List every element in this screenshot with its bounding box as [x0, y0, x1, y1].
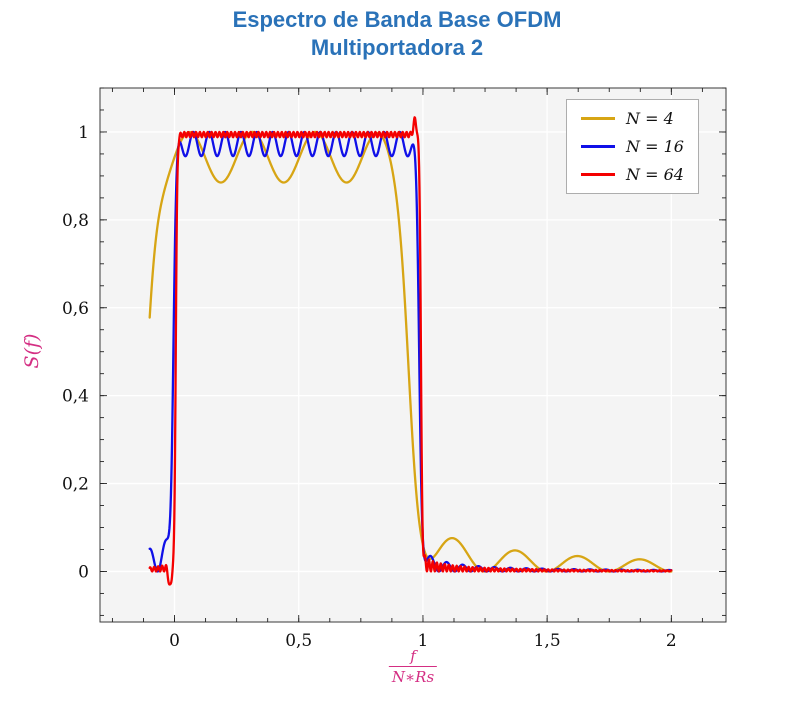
x-axis-label-denominator: N∗Rs	[388, 665, 438, 687]
y-tick-label: 1	[78, 123, 89, 143]
y-tick-label: 0,2	[62, 475, 89, 495]
grid	[100, 88, 726, 622]
legend-label-n16: N = 16	[626, 137, 684, 156]
y-tick-label: 0,6	[62, 299, 89, 319]
legend-line-sample-n4	[581, 117, 615, 120]
legend: N = 4 N = 16 N = 64	[566, 99, 699, 194]
legend-item-n64: N = 64	[581, 165, 684, 184]
x-axis-label-numerator: f	[410, 647, 416, 665]
x-tick-label: 0	[169, 631, 180, 651]
axis-ticks	[100, 87, 726, 622]
legend-label-n64: N = 64	[626, 165, 684, 184]
tick-labels: 0 0,5 1 1,5 2 0 0,2 0,4 0,6 0,8 1	[62, 123, 677, 651]
legend-item-n16: N = 16	[581, 137, 684, 156]
legend-line-sample-n64	[581, 173, 615, 176]
legend-line-sample-n16	[581, 145, 615, 148]
curves	[148, 116, 673, 586]
x-tick-label: 0,5	[285, 631, 312, 651]
y-axis-label: S(f)	[21, 333, 43, 369]
plot-frame	[99, 87, 727, 623]
curve-N4	[148, 130, 673, 573]
x-tick-label: 2	[666, 631, 677, 651]
x-axis-label: f N∗Rs	[388, 647, 438, 687]
chart-title-line1: Espectro de Banda Base OFDM	[232, 7, 562, 32]
chart-title-line2: Multiportadora 2	[310, 34, 484, 60]
legend-label-n4: N = 4	[626, 109, 674, 128]
y-tick-label: 0,4	[62, 387, 89, 407]
legend-item-n4: N = 4	[581, 109, 684, 128]
x-tick-label: 1,5	[534, 631, 561, 651]
curve-N64	[148, 116, 673, 586]
y-tick-label: 0,8	[62, 211, 89, 231]
y-tick-label: 0	[78, 562, 89, 582]
x-tick-label: 1	[418, 631, 429, 651]
chart-title: Espectro de Banda Base OFDM Multiportado…	[0, 6, 794, 61]
